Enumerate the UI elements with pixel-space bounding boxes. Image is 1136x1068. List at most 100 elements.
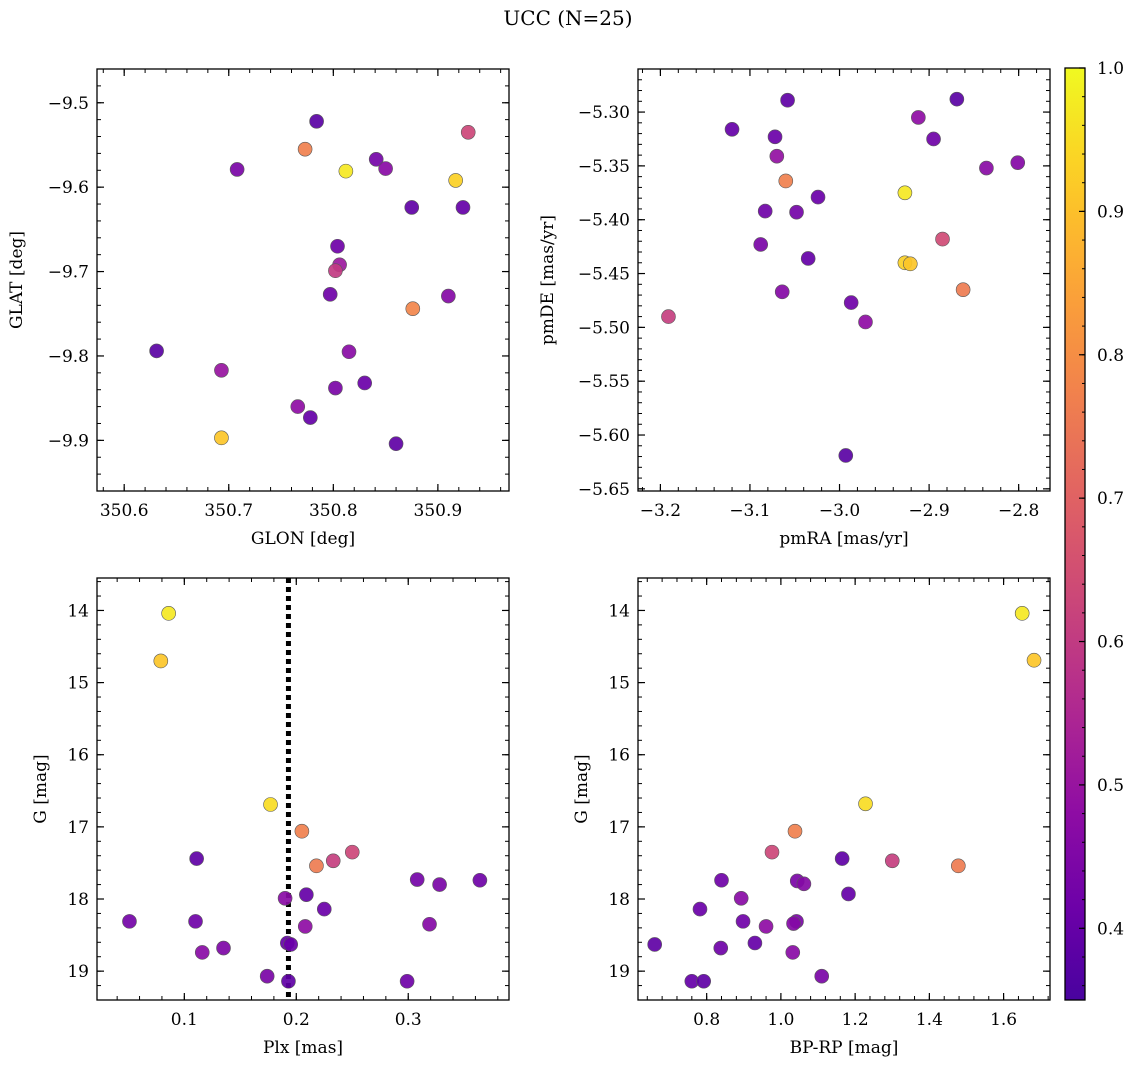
y-tick-label: 14	[608, 601, 630, 621]
data-point	[283, 937, 298, 952]
data-point	[787, 823, 803, 839]
data-point	[432, 877, 447, 892]
x-tick-label: 1.4	[916, 1010, 943, 1030]
data-point	[344, 844, 360, 860]
y-tick-label: −5.60	[578, 426, 630, 446]
data-point	[441, 288, 456, 304]
data-point	[647, 937, 663, 952]
data-point	[747, 935, 763, 951]
y-tick-label: −9.7	[48, 263, 89, 283]
x-tick-label: 350.7	[204, 501, 253, 521]
data-point	[263, 797, 278, 812]
data-point	[796, 876, 812, 892]
y-tick-label: 15	[608, 674, 630, 694]
data-point	[935, 231, 950, 247]
y-tick-label: 16	[67, 746, 89, 766]
data-point	[448, 173, 463, 188]
x-tick-label: −2.9	[908, 501, 949, 521]
data-point	[733, 890, 749, 906]
data-point	[216, 940, 231, 956]
data-point	[149, 343, 164, 359]
x-axis-label: pmRA [mas/yr]	[779, 529, 908, 549]
data-point	[399, 973, 415, 989]
y-tick-label: −5.55	[578, 372, 630, 392]
y-axis-label: GLAT [deg]	[7, 231, 27, 329]
axes-frame	[637, 577, 1051, 1001]
x-tick-label: −3.0	[819, 501, 860, 521]
colorbar-tick-label: 0.4	[1097, 919, 1124, 939]
y-axis-label: G [mag]	[572, 754, 592, 823]
data-point	[472, 872, 488, 888]
data-point	[769, 148, 785, 164]
colorbar-tick-label: 0.9	[1097, 202, 1124, 222]
data-point	[757, 203, 773, 219]
data-point	[281, 973, 296, 989]
y-tick-label: −9.6	[48, 178, 89, 198]
data-point	[357, 375, 372, 391]
y-tick-label: 14	[67, 601, 89, 621]
x-tick-label: 1.6	[990, 1010, 1017, 1030]
y-tick-label: 15	[67, 674, 89, 694]
data-point	[189, 851, 204, 866]
y-tick-label: −9.5	[48, 94, 89, 114]
y-tick-label: 17	[608, 818, 630, 838]
y-tick-label: 18	[608, 890, 630, 910]
data-point	[949, 91, 965, 107]
data-point	[778, 173, 794, 189]
y-axis-label: G [mag]	[31, 754, 51, 823]
y-tick-label: −5.40	[578, 211, 630, 231]
data-point	[774, 284, 790, 300]
data-point	[814, 968, 830, 984]
data-point	[911, 110, 926, 125]
data-point	[785, 945, 801, 960]
figure-title: UCC (N=25)	[503, 6, 633, 30]
x-axis-label: BP-RP [mag]	[790, 1038, 899, 1058]
data-point	[297, 919, 313, 934]
data-point	[834, 851, 850, 866]
x-tick-label: 350.8	[309, 501, 358, 521]
data-point	[884, 853, 900, 869]
data-point	[338, 163, 354, 179]
data-point	[838, 448, 854, 463]
data-point	[735, 914, 751, 929]
data-point	[713, 940, 729, 956]
data-point	[161, 606, 176, 621]
data-point	[951, 858, 966, 874]
data-point	[122, 914, 137, 929]
colorbar-tick-label: 0.7	[1097, 489, 1124, 509]
data-point	[843, 295, 859, 310]
x-tick-label: −3.2	[640, 501, 681, 521]
plot-area	[661, 91, 1026, 463]
data-point	[767, 129, 783, 145]
x-tick-label: −2.8	[998, 501, 1039, 521]
data-point	[153, 653, 169, 669]
colorbar-tick-label: 0.8	[1097, 346, 1124, 366]
y-tick-label: −9.9	[48, 431, 89, 451]
data-point	[714, 872, 729, 888]
data-point	[780, 92, 795, 108]
data-point	[1010, 155, 1026, 170]
data-point	[322, 287, 338, 302]
y-tick-label: −5.50	[578, 318, 630, 338]
panel-bprp-g: 0.8 1.0 1.2 1.4 1.6 14 15 16 17 18 19 BP-RP [mag] G …	[572, 577, 1051, 1058]
data-point	[368, 152, 384, 167]
data-point	[316, 901, 332, 917]
plot-area	[647, 606, 1042, 989]
data-point	[194, 945, 210, 960]
data-point	[378, 161, 393, 176]
data-point	[753, 237, 769, 252]
data-point	[297, 141, 313, 157]
y-tick-label: −5.45	[578, 265, 630, 285]
plot-area	[122, 578, 488, 1000]
data-point	[229, 162, 245, 177]
data-point	[1014, 606, 1030, 621]
colorbar-gradient	[1064, 67, 1086, 1001]
data-point	[290, 399, 306, 414]
data-point	[388, 436, 404, 452]
y-tick-label: 16	[608, 746, 630, 766]
colorbar: 0.4 0.5 0.6 0.7 0.8 0.9 1.0	[1064, 59, 1124, 1001]
data-point	[325, 853, 341, 869]
y-tick-label: −5.30	[578, 103, 630, 123]
y-tick-label: 19	[608, 962, 630, 982]
data-point	[841, 886, 856, 902]
